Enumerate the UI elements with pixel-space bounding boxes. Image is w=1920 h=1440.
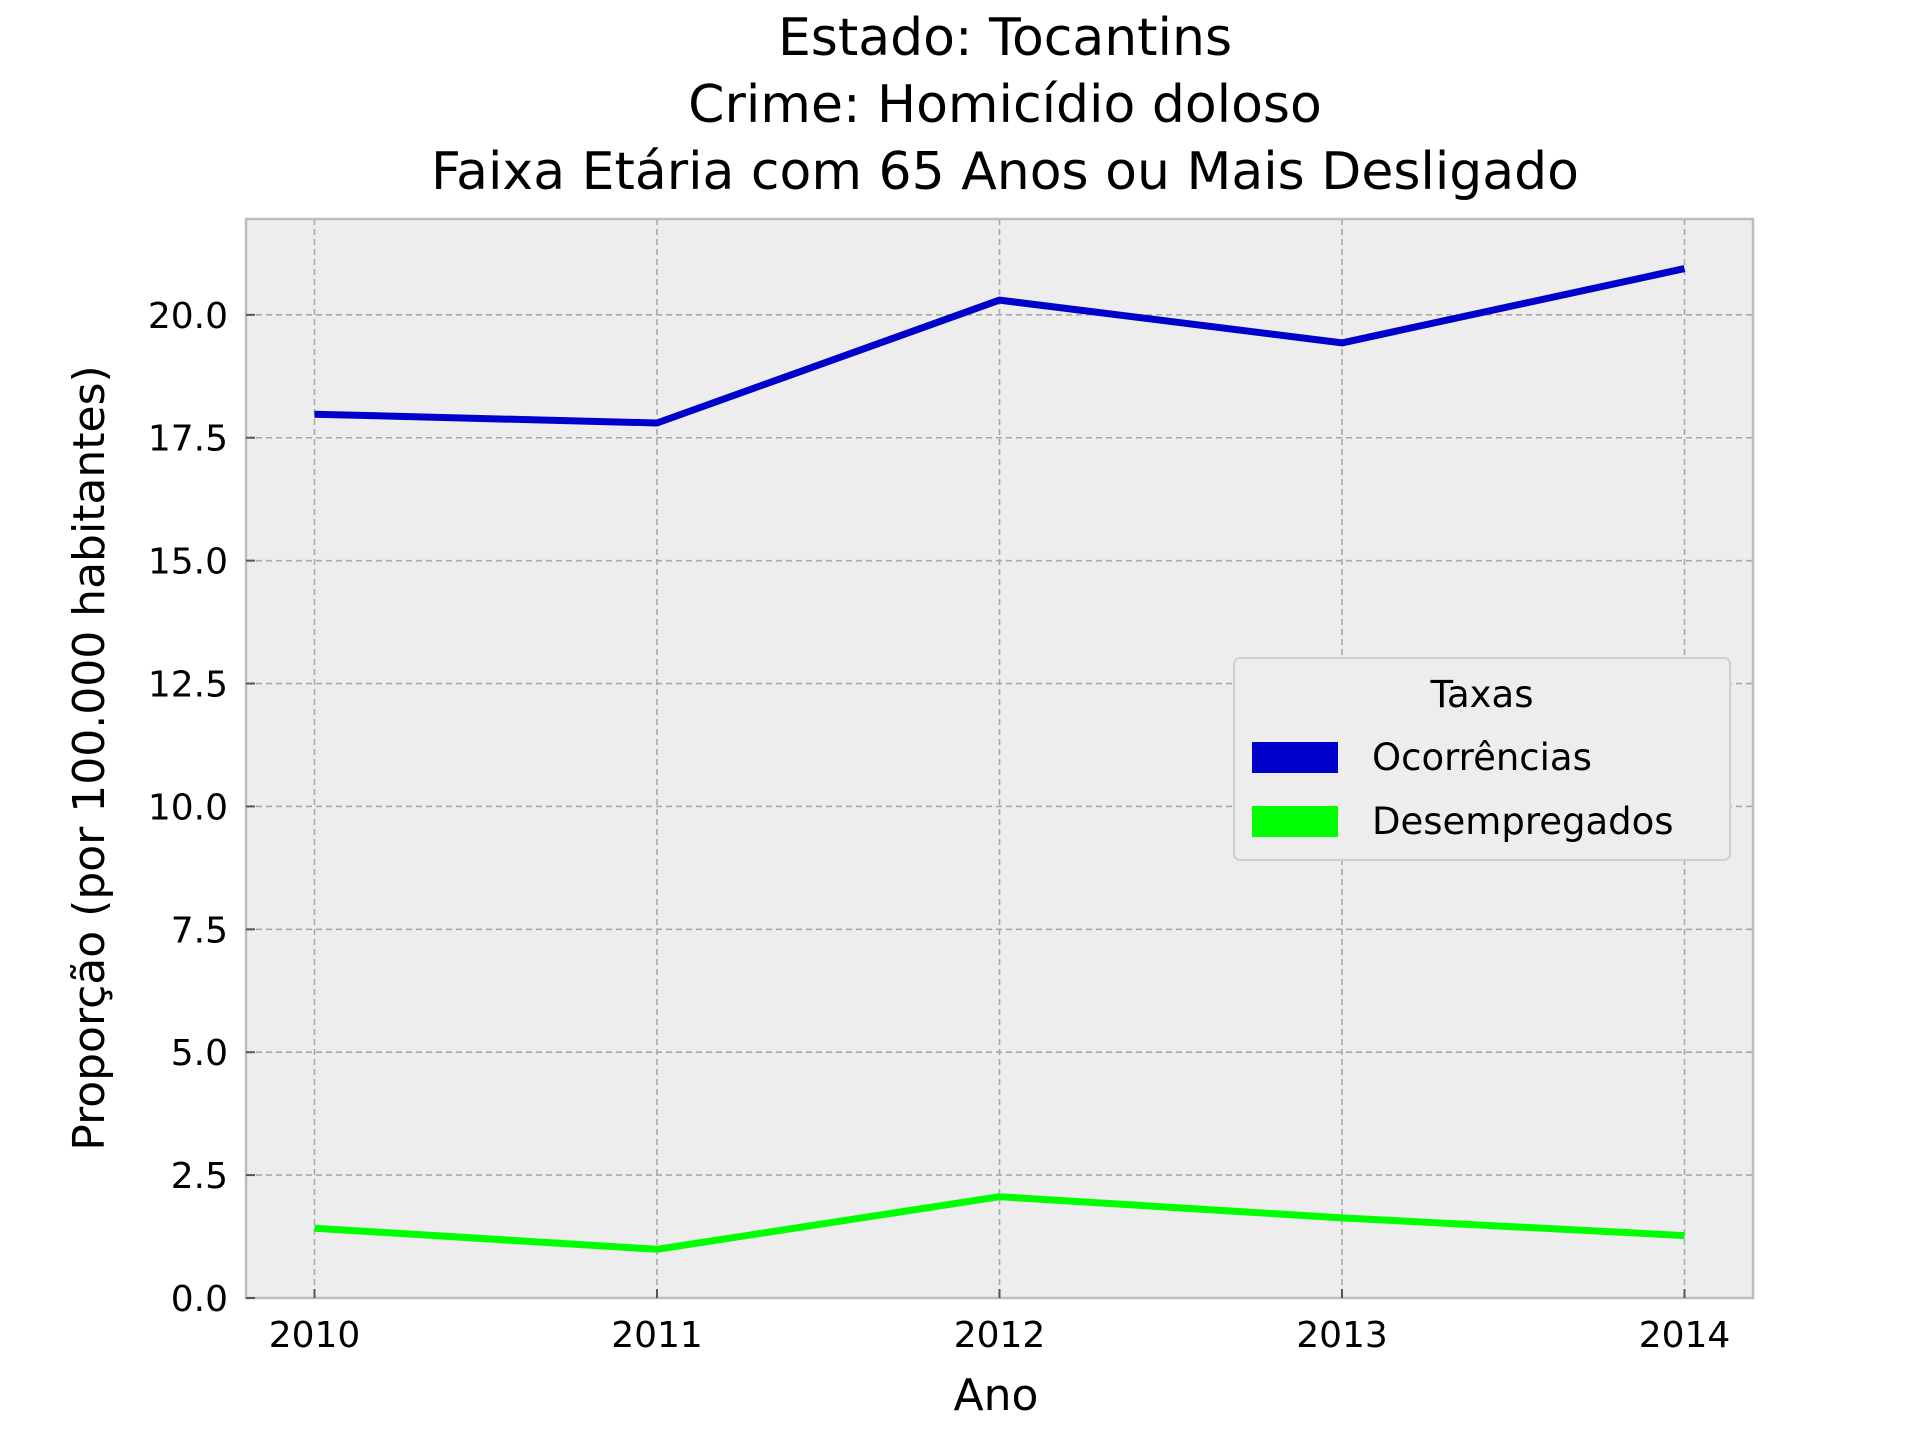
y-axis-label: Proporção (por 100.000 habitantes): [64, 365, 115, 1150]
chart-title: Estado: Tocantins Crime: Homicídio dolos…: [431, 8, 1579, 202]
y-tick-label: 12.5: [148, 665, 228, 706]
x-tick-label: 2011: [611, 1315, 703, 1356]
y-tick-label: 10.0: [148, 787, 228, 828]
legend-title: Taxas: [1430, 673, 1534, 716]
title-line-1: Estado: Tocantins: [778, 8, 1232, 68]
series-lines: [314, 265, 1686, 1253]
x-tick-label: 2012: [954, 1315, 1046, 1356]
legend-swatch-desempregados: [1252, 806, 1338, 837]
y-tick-label: 17.5: [148, 419, 228, 460]
y-tick-label: 7.5: [171, 910, 228, 951]
legend-box: [1233, 657, 1731, 861]
legend-label-ocorrencias: Ocorrências: [1372, 736, 1592, 779]
series-line-desempregados: [314, 1193, 1685, 1253]
title-line-3: Faixa Etária com 65 Anos ou Mais Desliga…: [431, 142, 1579, 202]
y-tick-label: 15.0: [148, 542, 228, 583]
x-tick-label: 2014: [1639, 1315, 1731, 1356]
x-axis-label: Ano: [954, 1370, 1039, 1421]
y-tick-label: 20.0: [148, 296, 228, 337]
x-tick-label: 2013: [1296, 1315, 1388, 1356]
legend-swatch-ocorrencias: [1252, 742, 1338, 773]
title-line-2: Crime: Homicídio doloso: [688, 75, 1322, 135]
axis-ticks: 2010 2011 2012 2013 2014 0.0 2.5 5.0 7.5 10.0 12.5…: [148, 296, 1730, 1356]
y-tick-label: 5.0: [171, 1033, 228, 1074]
y-tick-label: 0.0: [171, 1279, 228, 1320]
legend-label-desempregados: Desempregados: [1372, 800, 1674, 843]
legend: Taxas Ocorrências Desempregados: [1233, 657, 1731, 861]
series-line-ocorrencias: [314, 265, 1686, 427]
x-tick-label: 2010: [269, 1315, 361, 1356]
y-tick-label: 2.5: [171, 1156, 228, 1197]
